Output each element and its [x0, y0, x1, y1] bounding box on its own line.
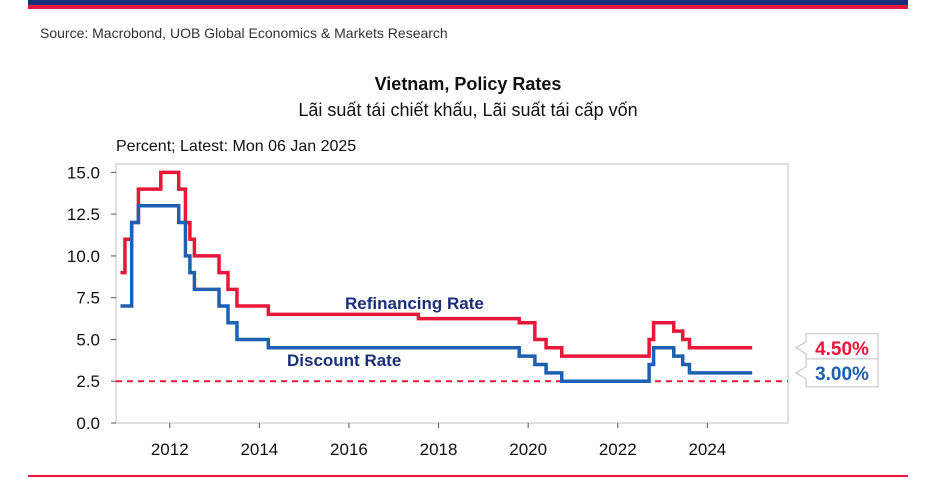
discount-rate-line [120, 204, 753, 383]
y-tick-label: 12.5 [67, 205, 100, 224]
callout-box [795, 333, 879, 363]
y-tick-label: 0.0 [76, 414, 100, 433]
y-tick-label: 2.5 [76, 372, 100, 391]
source-note: Source: Macrobond, UOB Global Economics … [40, 25, 448, 41]
unit-label: Percent; Latest: Mon 06 Jan 2025 [116, 138, 357, 155]
discount-latest-value: 3.00% [815, 364, 869, 385]
y-tick-label: 7.5 [76, 289, 100, 308]
x-tick-label: 2012 [151, 440, 189, 459]
x-tick-label: 2024 [688, 440, 726, 459]
bottom-rule [28, 475, 908, 477]
y-tick-label: 10.0 [67, 247, 100, 266]
refinancing-latest-value: 4.50% [815, 339, 869, 360]
y-tick-label: 5.0 [76, 330, 100, 349]
discount-rate-annotation: Discount Rate [287, 351, 401, 370]
x-tick-label: 2018 [420, 440, 458, 459]
x-tick-label: 2020 [509, 440, 547, 459]
x-tick-label: 2022 [599, 440, 637, 459]
top-accent-stripe [28, 5, 908, 9]
x-axis: 2012 2014 2016 2018 2020 2022 2024 [151, 423, 726, 459]
y-axis: 15.0 12.5 10.0 7.5 5.0 2.5 0.0 [67, 163, 116, 433]
plot-frame [115, 163, 789, 424]
refinancing-rate-annotation: Refinancing Rate [345, 294, 484, 313]
callout-box [795, 358, 879, 388]
refinancing-rate-line [120, 170, 753, 358]
x-tick-label: 2014 [240, 440, 278, 459]
y-tick-label: 15.0 [67, 163, 100, 182]
chart-subtitle: Lãi suất tái chiết khấu, Lãi suất tái cấ… [298, 100, 638, 120]
latest-value-callouts: 4.50% 3.00% [795, 333, 879, 388]
top-accent-bar [28, 0, 908, 5]
chart-title: Vietnam, Policy Rates [374, 74, 562, 94]
x-tick-label: 2016 [330, 440, 368, 459]
